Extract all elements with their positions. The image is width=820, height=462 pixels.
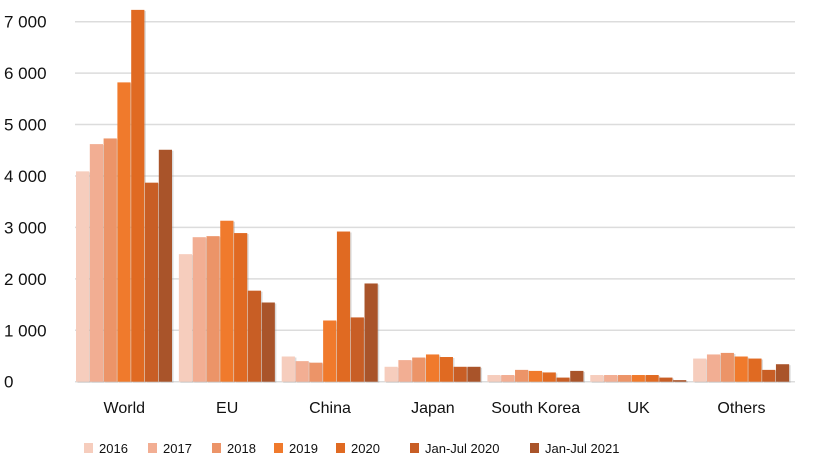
bars (76, 9, 791, 383)
bar-uk-2018 (617, 375, 632, 382)
legend-swatch (336, 443, 345, 453)
bar-japan-jan-jul-2021 (467, 366, 481, 382)
legend-item: 2017 (148, 441, 192, 456)
bar-others-2016 (693, 358, 707, 382)
bar-uk-2017 (604, 375, 618, 382)
y-tick-label: 0 (4, 373, 13, 392)
x-category-label: China (309, 400, 351, 417)
legend-item: 2018 (212, 441, 256, 456)
bar-others-jan-jul-2020 (762, 369, 776, 382)
bar-uk-2019 (631, 375, 645, 382)
legend-swatch (84, 443, 93, 453)
bar-eu-jan-jul-2020 (247, 290, 262, 382)
bar-uk-2020 (645, 375, 659, 382)
legend-swatch (148, 443, 157, 453)
legend-label: Jan-Jul 2020 (425, 441, 499, 456)
bar-china-2017 (295, 361, 309, 382)
bar-south-korea-2019 (528, 370, 543, 382)
y-axis-ticks: 0 1 000 2 000 3 000 4 000 5 000 6 000 7 000 (4, 13, 47, 392)
legend-label: 2020 (351, 441, 380, 456)
legend-item: 2019 (274, 441, 318, 456)
x-category-label: UK (627, 400, 650, 417)
x-category-label: Japan (411, 400, 455, 417)
legend-item: Jan-Jul 2021 (530, 441, 619, 456)
bar-south-korea-2018 (515, 369, 529, 382)
bar-eu-2017 (192, 237, 206, 382)
bar-others-2018 (720, 352, 734, 382)
legend-swatch (410, 443, 419, 453)
bar-china-jan-jul-2020 (350, 317, 364, 382)
bar-south-korea-jan-jul-2021 (570, 370, 584, 382)
bar-japan-2018 (412, 357, 426, 382)
bar-uk-jan-jul-2020 (659, 377, 673, 382)
bar-world-2017 (89, 144, 103, 382)
bar-south-korea-jan-jul-2020 (556, 377, 570, 382)
bar-others-jan-jul-2021 (775, 364, 790, 382)
y-tick-label: 3 000 (4, 218, 47, 237)
bar-world-2018 (103, 138, 117, 382)
legend-label: 2017 (163, 441, 192, 456)
bar-eu-2016 (178, 254, 193, 382)
bar-south-korea-2016 (487, 375, 501, 382)
bar-china-2016 (281, 356, 295, 382)
y-tick-label: 2 000 (4, 270, 47, 289)
bar-china-2019 (323, 320, 337, 382)
bar-south-korea-2017 (501, 375, 515, 382)
x-category-label: EU (216, 400, 238, 417)
bar-others-2017 (706, 354, 721, 382)
bar-others-2020 (748, 358, 762, 382)
bar-uk-jan-jul-2021 (673, 380, 687, 382)
legend: 2016 2017 2018 2019 2020 Jan-Jul 2020 Jan-Jul … (84, 441, 619, 456)
bar-shadow (674, 381, 688, 383)
legend-label: 2019 (289, 441, 318, 456)
x-category-label: South Korea (491, 400, 580, 417)
bar-world-jan-jul-2021 (158, 149, 172, 382)
legend-label: 2016 (99, 441, 128, 456)
bar-eu-2020 (234, 233, 248, 382)
bar-eu-2018 (206, 236, 220, 382)
bar-japan-2017 (398, 360, 412, 382)
bar-eu-jan-jul-2021 (261, 302, 275, 382)
legend-swatch (530, 443, 539, 453)
bar-japan-2019 (425, 354, 440, 382)
bar-china-jan-jul-2021 (364, 283, 378, 382)
x-category-label: World (104, 400, 146, 417)
x-axis-labels: World EU China Japan South Korea UK Others (104, 400, 766, 417)
y-tick-label: 1 000 (4, 321, 47, 340)
bar-eu-2019 (220, 220, 234, 382)
legend-swatch (274, 443, 283, 453)
bar-china-2020 (336, 231, 351, 382)
y-tick-label: 4 000 (4, 167, 47, 186)
y-tick-label: 7 000 (4, 13, 47, 32)
legend-swatch (212, 443, 221, 453)
bar-world-2020 (131, 9, 145, 382)
legend-item: Jan-Jul 2020 (410, 441, 499, 456)
bar-world-2019 (117, 82, 131, 382)
bar-china-2018 (309, 362, 323, 382)
legend-label: Jan-Jul 2021 (545, 441, 619, 456)
legend-item: 2016 (84, 441, 128, 456)
legend-item: 2020 (336, 441, 380, 456)
legend-label: 2018 (227, 441, 256, 456)
bar-others-2019 (734, 356, 748, 382)
bar-world-jan-jul-2020 (145, 182, 159, 382)
y-tick-label: 5 000 (4, 116, 47, 135)
bar-japan-2020 (439, 357, 453, 382)
bar-japan-2016 (384, 366, 398, 382)
bar-south-korea-2020 (542, 372, 556, 382)
y-tick-label: 6 000 (4, 64, 47, 83)
bar-world-2016 (76, 171, 90, 382)
bar-uk-2016 (590, 375, 604, 382)
bar-japan-jan-jul-2020 (453, 366, 467, 382)
x-category-label: Others (717, 400, 765, 417)
